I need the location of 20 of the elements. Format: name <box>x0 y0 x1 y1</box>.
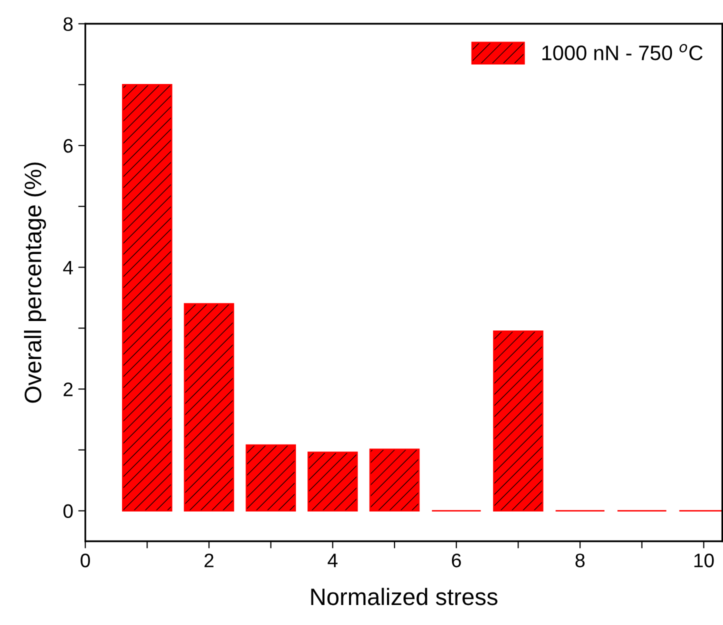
legend-label: 1000 nN - 750 $^{o}$C <box>542 44 703 60</box>
y-tick-label: 2 <box>64 382 73 396</box>
y-tick-label: 0 <box>63 504 73 518</box>
bar <box>369 448 420 512</box>
y-tick-label: 8 <box>64 17 73 31</box>
bar <box>122 84 172 512</box>
x-tick-label: 10 <box>694 554 714 568</box>
x-tick-label: 6 <box>452 554 461 568</box>
x-tick-label: 2 <box>204 554 214 568</box>
x-tick-label: 8 <box>575 554 585 568</box>
bar <box>184 303 234 512</box>
y-axis-title: Overall percentage (%) <box>24 162 46 403</box>
bar <box>246 444 296 512</box>
x-tick-label: 4 <box>328 554 338 568</box>
x-axis-title: Normalized stress <box>311 588 498 606</box>
bar <box>308 452 358 512</box>
x-tick-label: 0 <box>80 554 90 568</box>
bar <box>493 330 544 512</box>
y-tick-label: 4 <box>63 260 73 274</box>
y-tick-label: 6 <box>64 138 73 153</box>
